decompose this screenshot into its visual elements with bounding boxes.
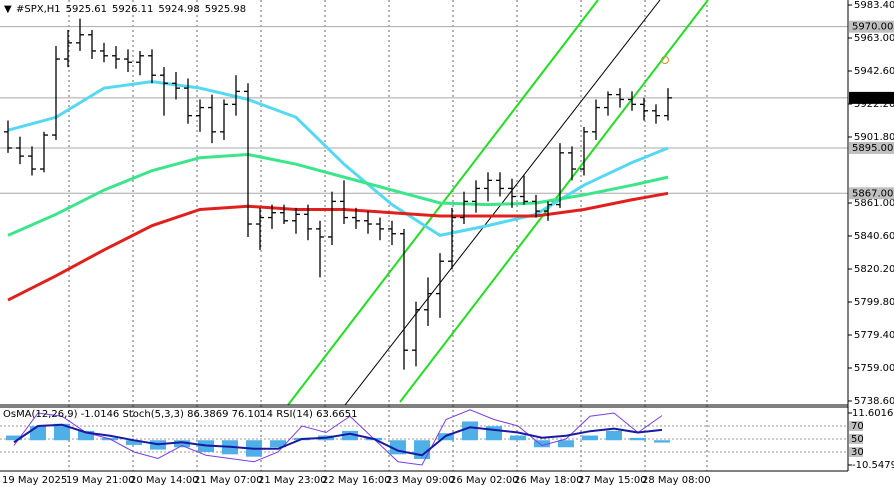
anchor-point (661, 56, 669, 64)
osma-bar (126, 440, 142, 445)
quote-value: 5924.98 (158, 4, 199, 15)
osma-bar (654, 440, 670, 443)
y-tick-label: 5963.00 (854, 33, 894, 44)
x-tick-label: 27 May 15:00 (578, 475, 647, 486)
osma-bar (174, 440, 190, 448)
y-tick-label: 5738.60 (854, 396, 894, 407)
quote: 5925.61 5926.11 5924.98 5925.98 (66, 4, 246, 15)
level-label: 5970.00 (852, 22, 893, 33)
indicator-title: OsMA(12,26,9) -1.0146 Stoch(5,3,3) 86.38… (3, 409, 358, 420)
osma-bar (78, 430, 94, 441)
x-tick-label: 26 May 02:00 (450, 475, 519, 486)
osc-label-box (849, 421, 863, 431)
trend-line (344, 0, 661, 406)
osma-bar (30, 426, 46, 441)
x-tick-label: 19 May 21:00 (66, 475, 135, 486)
osma-bar (6, 435, 22, 441)
quote-value: 5925.98 (205, 4, 246, 15)
quote-value: 5925.61 (66, 4, 107, 15)
x-tick-label: 26 May 18:00 (514, 475, 583, 486)
y-tick-label: 5799.80 (854, 297, 894, 308)
rsi-line (13, 423, 663, 457)
y-tick-label: 5861.00 (854, 198, 894, 209)
osma-bar (582, 435, 598, 441)
osma-bar (534, 440, 550, 448)
y-tick-label: 5759.00 (854, 363, 894, 374)
level-label: 5925.98 (852, 93, 893, 104)
osma-bar (270, 440, 286, 448)
moving-average (7, 152, 669, 237)
stoch-line (13, 409, 663, 466)
osc-tick-label: 30 (851, 447, 864, 458)
menu-arrow[interactable]: ▼ (4, 4, 12, 15)
x-tick-label: 20 May 14:00 (130, 475, 199, 486)
osma-bar (630, 437, 646, 441)
osc-label-box (849, 434, 863, 444)
y-tick-label: 5983.40 (854, 0, 894, 11)
y-tick-label: 5820.20 (854, 264, 894, 275)
level-label-box (849, 20, 894, 33)
x-tick-label: 19 May 2025 (2, 475, 67, 486)
y-tick-label: 5922.20 (854, 99, 894, 110)
osma-tick-label: 11.6016 (852, 408, 893, 419)
symbol: #SPX,H1 (16, 4, 61, 15)
x-tick-label: 22 May 16:00 (322, 475, 391, 486)
osma-bar (486, 426, 502, 441)
osma-bar (558, 440, 574, 448)
level-label-box (849, 187, 894, 200)
level-label-box (849, 142, 894, 154)
level-label-box (849, 91, 894, 104)
quote-value: 5926.11 (112, 4, 153, 15)
x-tick-label: 28 May 08:00 (642, 475, 711, 486)
osc-tick-label: 70 (851, 421, 864, 432)
x-tick-label: 21 May 07:00 (194, 475, 263, 486)
y-tick-label: 5840.60 (854, 231, 894, 242)
osma-bar (342, 430, 358, 441)
osc-tick-label: 50 (851, 434, 864, 445)
level-label: 5867.00 (852, 188, 893, 199)
moving-average (7, 80, 669, 237)
y-tick-label: 5901.80 (854, 132, 894, 143)
osc-label-box (849, 447, 863, 457)
osma-tick-label: -10.5479 (852, 460, 894, 471)
osma-bar (54, 423, 70, 441)
osma-bar (606, 430, 622, 441)
level-label: 5895.00 (852, 143, 893, 154)
plot (4, 18, 672, 466)
y-tick-label: 5779.40 (854, 330, 894, 341)
osma-bar (462, 421, 478, 441)
header: #SPX,H1 5925.61 5926.11 5924.98 5925.98 (16, 4, 246, 15)
x-tick-label: 21 May 23:00 (258, 475, 327, 486)
y-tick-label: 5942.60 (854, 66, 894, 77)
x-tick-label: 23 May 09:00 (386, 475, 455, 486)
osma-bar (510, 435, 526, 441)
